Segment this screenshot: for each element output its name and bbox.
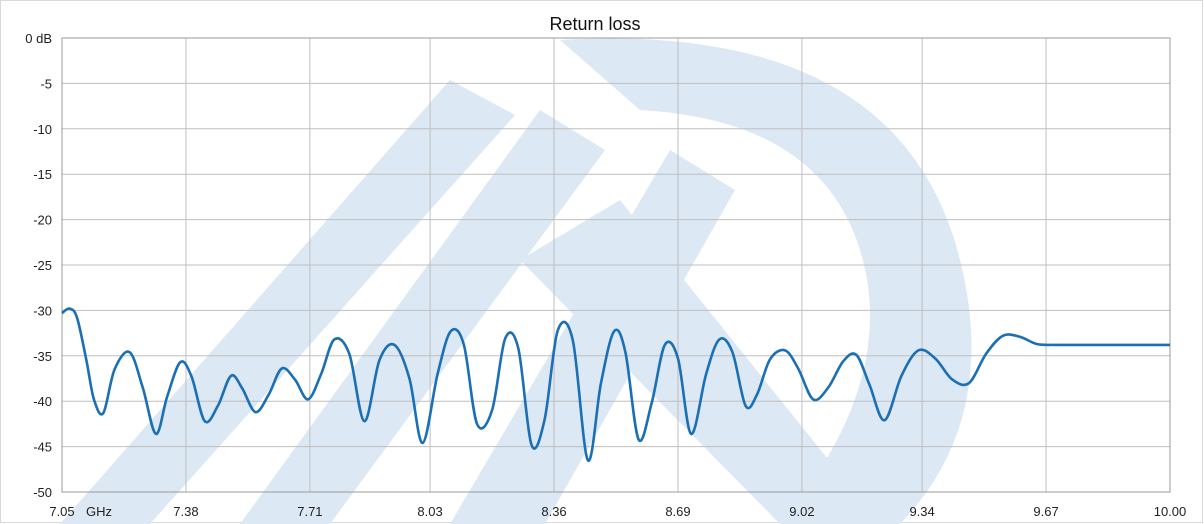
plot-border-rect bbox=[61, 37, 1171, 493]
y-tick-label: 0 dB bbox=[25, 31, 52, 46]
x-tick-label: 7.38 bbox=[173, 504, 198, 519]
y-tick-label: -50 bbox=[33, 485, 52, 500]
x-tick-label: 9.67 bbox=[1033, 504, 1058, 519]
watermark-stroke-d bbox=[240, 110, 605, 524]
y-tick-label: -20 bbox=[33, 213, 52, 228]
x-tick-label: 9.02 bbox=[789, 504, 814, 519]
x-tick-label: 9.34 bbox=[909, 504, 934, 519]
series-group bbox=[61, 307, 1170, 462]
y-tick-label: -10 bbox=[33, 122, 52, 137]
chart-title: Return loss bbox=[549, 14, 640, 34]
return-loss-line bbox=[61, 307, 1170, 462]
y-tick-label: -25 bbox=[33, 258, 52, 273]
x-tick-label: 8.03 bbox=[417, 504, 442, 519]
y-axis: 0 dB -5 -10 -15 -20 -25 -30 -35 -40 -45 -50 bbox=[25, 31, 52, 500]
watermark-logo bbox=[60, 38, 972, 524]
x-tick-label: 8.69 bbox=[665, 504, 690, 519]
plot-area bbox=[61, 37, 1171, 493]
y-tick-label: -45 bbox=[33, 440, 52, 455]
watermark-stroke-e bbox=[60, 80, 515, 524]
x-tick-label: 10.00 bbox=[1154, 504, 1187, 519]
watermark-stroke-b bbox=[560, 38, 972, 524]
x-unit-label: GHz bbox=[86, 504, 112, 519]
x-tick-label: 7.05 bbox=[49, 504, 74, 519]
x-tick-label: 7.71 bbox=[297, 504, 322, 519]
x-tick-label: 8.36 bbox=[541, 504, 566, 519]
y-tick-label: -30 bbox=[33, 303, 52, 318]
watermark-stroke-c bbox=[450, 150, 735, 524]
y-tick-label: -15 bbox=[33, 167, 52, 182]
y-tick-label: -40 bbox=[33, 394, 52, 409]
y-tick-label: -5 bbox=[40, 76, 52, 91]
x-axis: 7.05 7.38 7.71 8.03 8.36 8.69 9.02 9.34 9.67 10.0… bbox=[49, 504, 1186, 519]
y-tick-label: -35 bbox=[33, 349, 52, 364]
